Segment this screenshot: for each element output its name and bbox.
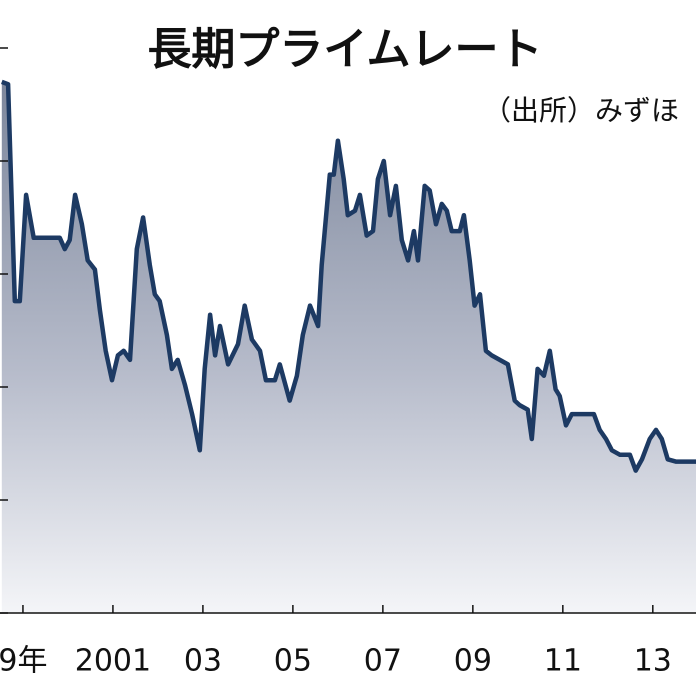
x-tick-label: 9年 bbox=[0, 644, 47, 679]
x-tick-label: 2001 bbox=[75, 644, 151, 679]
x-tick-label: 03 bbox=[184, 644, 222, 679]
line bbox=[1, 79, 696, 473]
area-fill bbox=[1, 81, 696, 613]
x-tick-label: 09 bbox=[454, 644, 492, 679]
x-tick-label: 05 bbox=[274, 644, 312, 679]
chart-title: 長期プライムレート bbox=[147, 24, 542, 75]
source-note: （出所）みずほ bbox=[483, 94, 679, 127]
x-tick-label: 11 bbox=[544, 644, 582, 679]
x-tick-label: 13 bbox=[634, 644, 672, 679]
x-tick-label: 07 bbox=[364, 644, 402, 679]
